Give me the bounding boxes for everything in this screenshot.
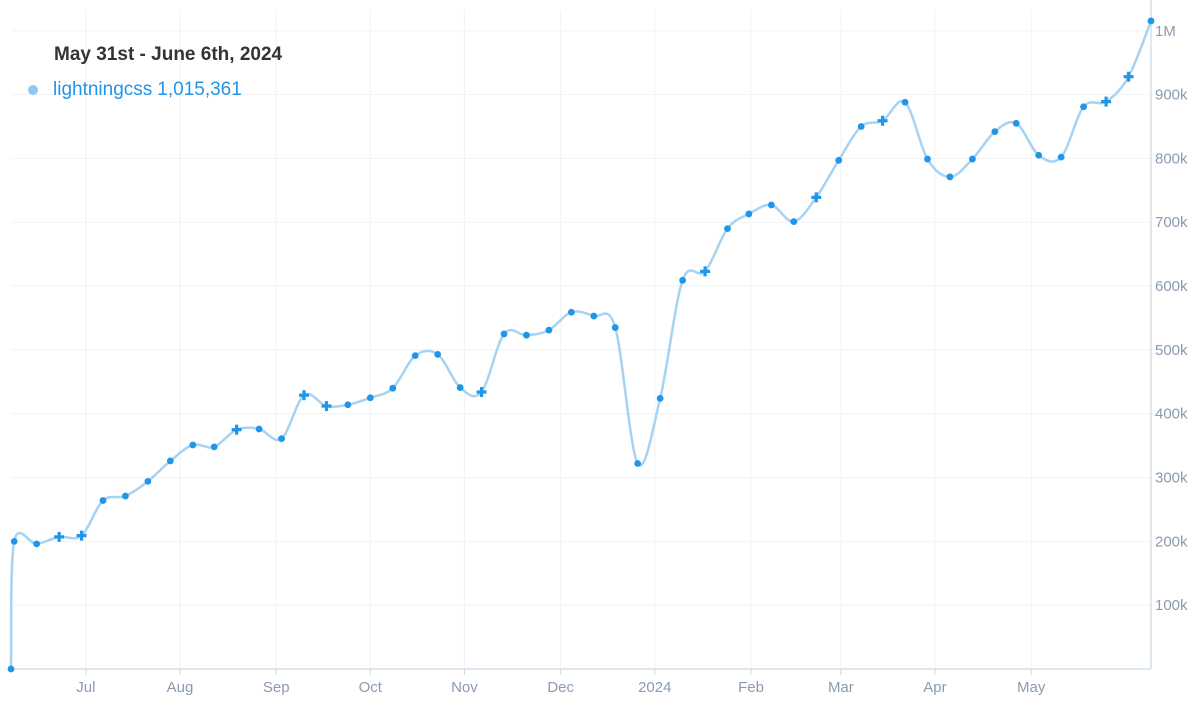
data-point[interactable]: [411, 352, 419, 360]
y-tick-label: 800k: [1155, 150, 1188, 167]
data-point[interactable]: [434, 350, 442, 358]
data-point-plus[interactable]: [811, 192, 822, 203]
data-point[interactable]: [1147, 17, 1155, 25]
data-point[interactable]: [7, 665, 15, 673]
data-point-plus[interactable]: [54, 531, 65, 542]
x-tick-label: Dec: [547, 679, 574, 696]
y-tick-label: 600k: [1155, 278, 1188, 295]
y-tick-label: 100k: [1155, 597, 1188, 614]
data-point[interactable]: [1035, 151, 1043, 159]
data-point[interactable]: [946, 173, 954, 181]
y-tick-label: 400k: [1155, 406, 1188, 423]
data-point[interactable]: [567, 308, 575, 316]
data-point-plus[interactable]: [1123, 71, 1134, 82]
data-point[interactable]: [857, 123, 865, 130]
data-point[interactable]: [523, 331, 530, 339]
y-tick-label: 900k: [1155, 87, 1188, 104]
data-point[interactable]: [278, 435, 285, 442]
y-tick-label: 300k: [1155, 470, 1188, 487]
x-tick-label: Sep: [263, 679, 290, 696]
data-point-plus[interactable]: [476, 387, 487, 398]
tooltip-legend: May 31st - June 6th, 2024 lightningcss 1…: [28, 44, 282, 101]
x-axis-tick-labels: Jul Aug Sep Oct Nov Dec 2024 Feb Mar Apr May: [76, 679, 1046, 696]
data-point[interactable]: [1080, 103, 1088, 111]
x-tick-label: Jul: [76, 679, 95, 696]
data-point-plus[interactable]: [321, 401, 332, 412]
x-tick-label: Mar: [828, 679, 854, 696]
data-point[interactable]: [33, 540, 41, 548]
data-point[interactable]: [144, 477, 152, 485]
data-point[interactable]: [366, 394, 374, 402]
series-markers: [7, 17, 1155, 673]
data-point[interactable]: [656, 394, 664, 402]
y-tick-label: 1M: [1155, 23, 1176, 40]
data-point[interactable]: [344, 401, 352, 409]
data-point[interactable]: [991, 128, 999, 136]
data-point[interactable]: [634, 460, 642, 467]
data-point-plus[interactable]: [76, 530, 87, 541]
data-point[interactable]: [724, 225, 731, 233]
data-point[interactable]: [255, 425, 263, 433]
horizontal-gridlines: [11, 30, 1151, 606]
data-point[interactable]: [767, 201, 775, 209]
x-tick-label: May: [1017, 679, 1046, 696]
data-point-plus[interactable]: [231, 424, 242, 435]
data-point[interactable]: [500, 330, 508, 338]
data-point[interactable]: [924, 155, 931, 163]
legend-series-value: 1,015,361: [157, 79, 242, 100]
y-tick-label: 500k: [1155, 342, 1188, 359]
legend-series-label: lightningcss: [53, 79, 153, 100]
x-tick-label: Nov: [451, 679, 478, 696]
data-point[interactable]: [679, 276, 686, 284]
data-point[interactable]: [189, 441, 197, 449]
x-tick-label: Oct: [359, 679, 383, 696]
data-point[interactable]: [611, 324, 619, 331]
x-tick-label: Feb: [738, 679, 764, 696]
y-tick-label: 700k: [1155, 214, 1188, 231]
y-axis-tick-labels: 100k 200k 300k 400k 500k 600k 700k 800k 900k 1M: [1155, 23, 1188, 614]
data-point[interactable]: [745, 210, 753, 218]
data-point[interactable]: [835, 156, 843, 164]
data-point[interactable]: [99, 497, 107, 504]
data-point-plus[interactable]: [299, 390, 310, 401]
data-point-plus[interactable]: [877, 115, 888, 126]
data-point[interactable]: [545, 326, 553, 334]
data-point-plus[interactable]: [700, 266, 711, 277]
data-point[interactable]: [1057, 153, 1065, 161]
data-point[interactable]: [901, 98, 909, 106]
legend-date-range: May 31st - June 6th, 2024: [54, 44, 283, 65]
data-point[interactable]: [10, 537, 18, 545]
x-tick-label: 2024: [638, 679, 671, 696]
x-tick-label: Aug: [167, 679, 194, 696]
series-line-lightningcss: [9, 20, 1153, 670]
vertical-gridlines: [85, 10, 1032, 675]
data-point[interactable]: [790, 218, 798, 225]
x-tick-label: Apr: [923, 679, 946, 696]
data-point[interactable]: [1012, 119, 1020, 127]
legend-series-dot-icon: [28, 85, 38, 95]
data-point-plus[interactable]: [1101, 96, 1112, 107]
data-point[interactable]: [590, 312, 598, 320]
data-point[interactable]: [456, 384, 464, 391]
data-point[interactable]: [122, 492, 129, 500]
legend-series-row[interactable]: lightningcss 1,015,361: [28, 79, 282, 101]
y-tick-label: 200k: [1155, 533, 1188, 550]
data-point[interactable]: [969, 155, 976, 163]
data-point[interactable]: [210, 443, 218, 451]
data-point[interactable]: [166, 457, 174, 465]
data-point[interactable]: [389, 384, 397, 392]
